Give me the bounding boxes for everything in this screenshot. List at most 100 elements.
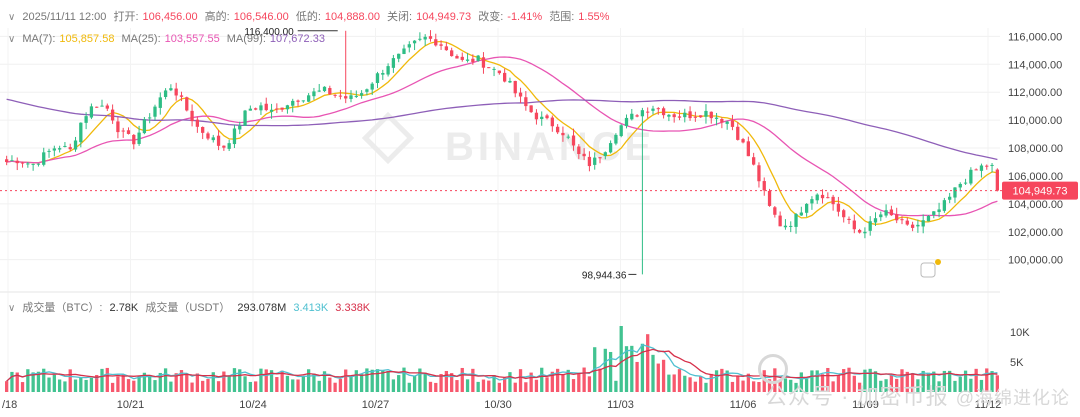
candle-body xyxy=(587,156,592,167)
volume-tick-label: 5K xyxy=(1010,357,1024,369)
ma-collapse-chevron-icon[interactable]: ∨ xyxy=(8,34,16,45)
candle-body xyxy=(699,115,703,118)
volume-bar xyxy=(725,370,729,392)
volume-bar xyxy=(254,381,258,392)
volume-bar xyxy=(815,370,819,392)
volume-bar xyxy=(280,370,284,392)
candle-body xyxy=(132,134,136,145)
candle-body xyxy=(683,112,687,118)
candle xyxy=(746,136,750,157)
volume-bar xyxy=(137,375,141,392)
candle xyxy=(312,87,316,100)
volume-collapse-chevron-icon[interactable]: ∨ xyxy=(8,303,16,314)
candle-body xyxy=(985,165,989,167)
candle-body xyxy=(720,119,724,123)
volume-bar xyxy=(995,375,999,392)
candle-body xyxy=(948,196,952,200)
candle xyxy=(804,203,809,217)
volume-bar xyxy=(455,380,459,392)
candle-body xyxy=(910,224,915,228)
volume-bar xyxy=(317,380,321,392)
candle xyxy=(582,148,586,161)
volume-bar xyxy=(958,377,962,392)
candle-body xyxy=(238,125,242,130)
candle xyxy=(275,103,279,114)
volume-bar xyxy=(561,374,565,392)
candle-body xyxy=(492,68,496,70)
volume-tick-label: 10K xyxy=(1010,327,1030,339)
candle xyxy=(661,106,666,119)
volume-bar xyxy=(736,375,740,392)
price-tick-label: 112,000.00 xyxy=(1008,87,1062,99)
candle xyxy=(31,163,35,171)
candle-body xyxy=(481,57,486,68)
volume-bar xyxy=(667,374,671,392)
candle xyxy=(683,108,687,123)
candle xyxy=(47,148,51,158)
candle xyxy=(921,214,925,234)
volume-bar xyxy=(163,368,168,392)
candle-body xyxy=(185,97,189,111)
candle-body xyxy=(402,48,406,54)
volume-bar xyxy=(852,375,856,392)
candle xyxy=(953,187,957,203)
candle xyxy=(338,89,343,100)
candle xyxy=(979,163,984,178)
candle xyxy=(418,32,422,42)
volume-bar xyxy=(699,376,703,392)
volume-bar xyxy=(291,379,295,392)
candle xyxy=(937,202,941,218)
candle-body xyxy=(836,203,841,212)
candle-body xyxy=(794,214,798,227)
candle xyxy=(497,70,501,75)
volume-bar xyxy=(720,368,724,392)
candle-body xyxy=(550,117,554,127)
candle xyxy=(508,77,512,84)
volume-bar xyxy=(206,378,210,392)
volume-usdt-label: 成交量（USDT） xyxy=(145,302,231,314)
volume-bar xyxy=(20,382,25,392)
volume-bar xyxy=(423,372,427,392)
price-tick-label: 116,000.00 xyxy=(1008,31,1062,43)
candle-body xyxy=(979,165,984,171)
collapse-chevron-icon[interactable]: ∨ xyxy=(8,12,16,23)
volume-bar xyxy=(608,351,613,392)
candle xyxy=(757,162,761,188)
volume-bar xyxy=(566,369,570,392)
volume-bar xyxy=(222,371,226,392)
candle xyxy=(667,113,671,122)
volume-bar xyxy=(238,369,242,392)
volume-bar xyxy=(603,348,607,392)
candle xyxy=(100,99,104,107)
candle xyxy=(227,139,231,152)
volume-bar xyxy=(577,373,581,392)
annotations: 116,400.00 98,944.36 xyxy=(244,27,941,281)
candle-body xyxy=(810,199,814,204)
volume-bar xyxy=(508,372,512,392)
candle xyxy=(471,54,475,65)
candle xyxy=(873,212,878,227)
volume-ma-b-value: 3.338K xyxy=(335,302,371,314)
candle-body xyxy=(863,231,867,234)
volume-bar xyxy=(439,373,443,392)
candle xyxy=(932,211,936,219)
candle-body xyxy=(386,66,390,75)
candle-body xyxy=(958,183,962,188)
ma99-label: MA(99): xyxy=(226,33,266,45)
candle xyxy=(487,67,491,69)
candle-body xyxy=(206,133,210,139)
volume-bar xyxy=(322,371,327,392)
volume-bar xyxy=(306,369,311,392)
candle xyxy=(773,206,777,218)
candle-body xyxy=(884,210,888,216)
candle xyxy=(280,107,284,112)
candle-body xyxy=(68,147,72,150)
volume-bar xyxy=(365,368,369,392)
volume-bar xyxy=(10,371,14,392)
candle-body xyxy=(661,108,666,116)
candle xyxy=(434,33,438,47)
volume-bar xyxy=(5,381,9,392)
volume-bar xyxy=(948,370,952,392)
volume-bar xyxy=(831,381,835,392)
